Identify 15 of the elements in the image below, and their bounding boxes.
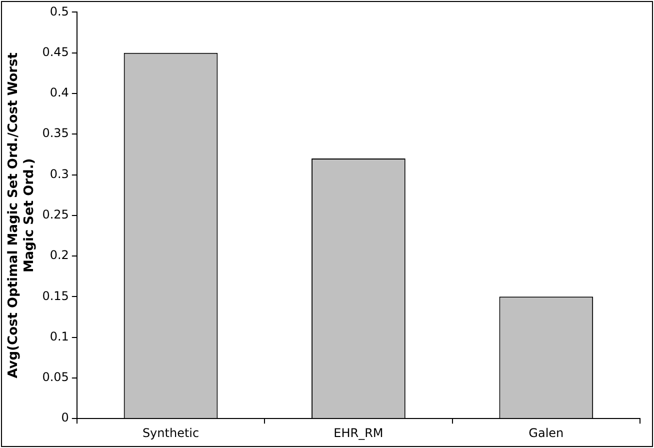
y-tick-label: 0.15 (42, 288, 69, 303)
x-tick-label: EHR_RM (334, 426, 384, 440)
y-tick-label: 0.2 (50, 248, 69, 262)
y-tick-label: 0.4 (50, 86, 69, 100)
y-tick-label: 0.45 (42, 44, 69, 59)
y-tick-label: 0.5 (50, 4, 69, 18)
y-tick-label: 0.05 (42, 370, 69, 384)
y-tick-label: 0.3 (50, 166, 69, 181)
y-axis-title: Avg(Cost Optimal Magic Set Ord./Cost Worst Magic Set Ord.) (6, 52, 37, 378)
y-tick-label: 0 (61, 410, 69, 425)
x-tick-label: Synthetic (142, 426, 200, 440)
y-tick-label: 0.35 (42, 126, 69, 140)
x-tick-label: Galen (528, 426, 564, 440)
y-tick-label: 0.1 (50, 329, 69, 344)
y-tick-label: 0.25 (42, 208, 69, 222)
